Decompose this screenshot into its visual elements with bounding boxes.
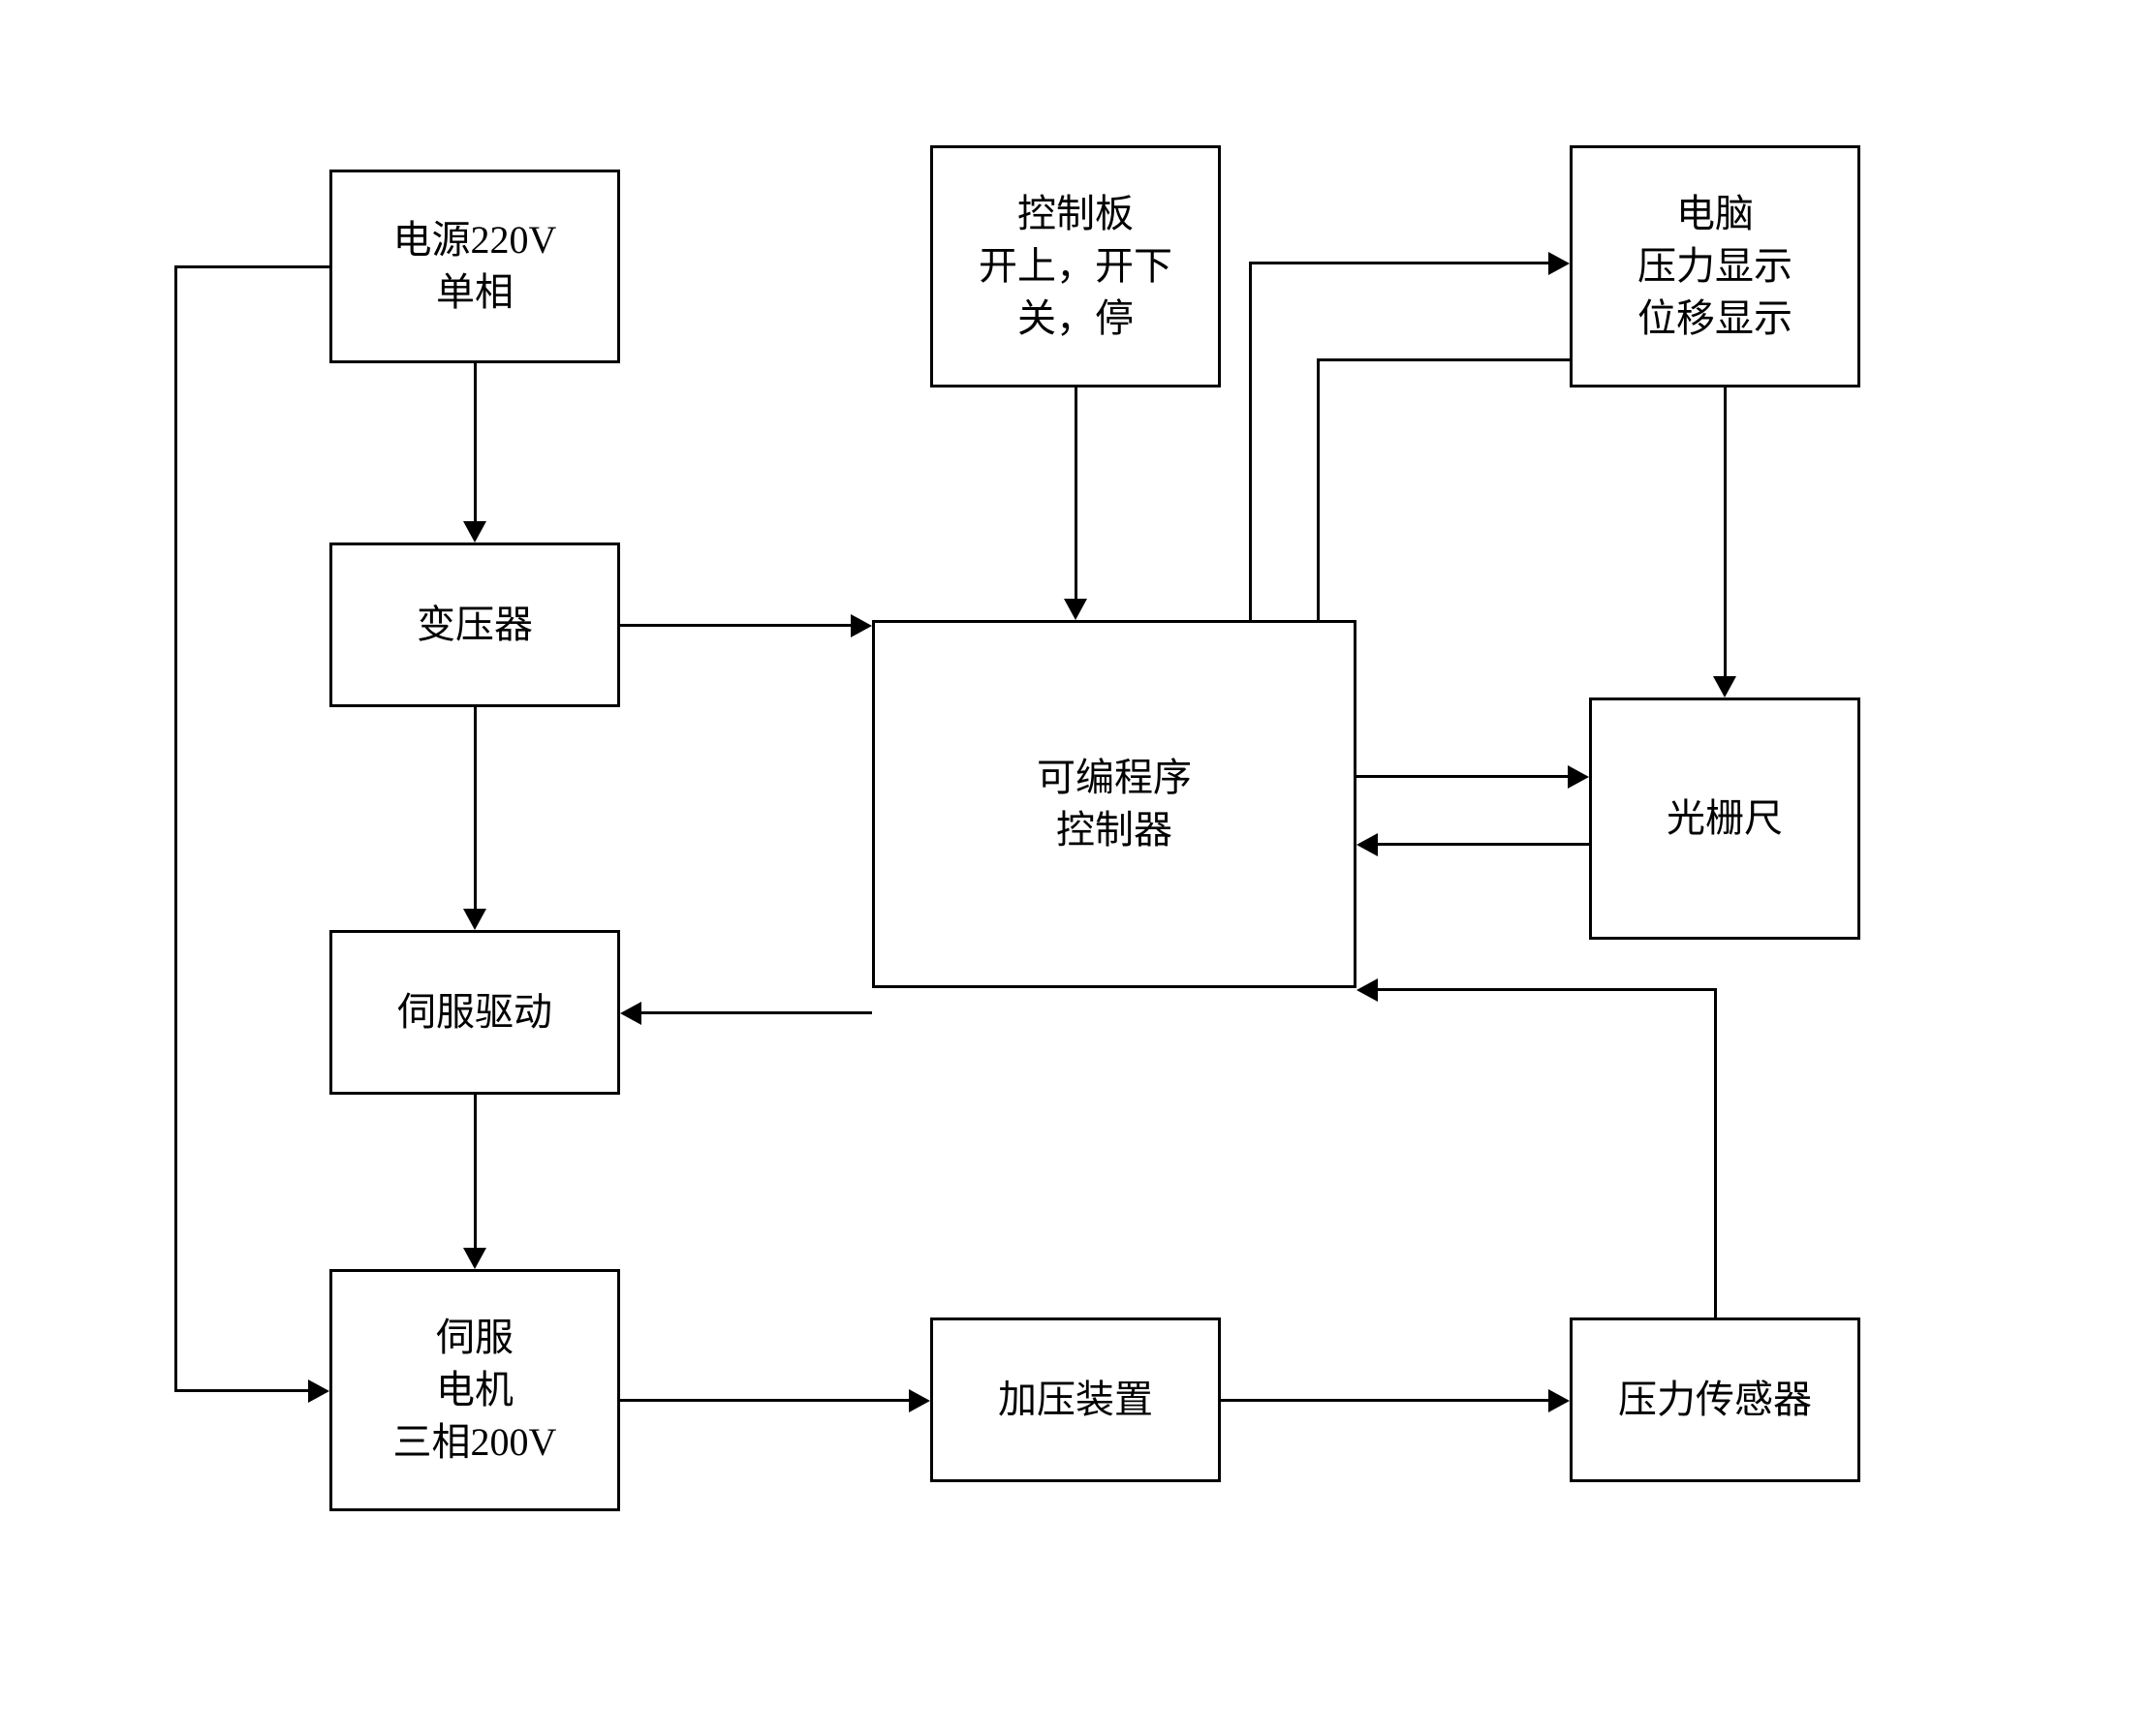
node-sensor-label: 压力传感器 bbox=[1618, 1374, 1812, 1426]
arrowhead-icon bbox=[851, 614, 872, 637]
edge-plc-computer-v bbox=[1249, 262, 1252, 620]
edge-servodrv-servomotor bbox=[474, 1095, 477, 1250]
arrowhead-icon bbox=[909, 1389, 930, 1412]
edge-servomotor-press bbox=[620, 1399, 909, 1402]
node-scale-label: 光栅尺 bbox=[1667, 792, 1783, 845]
arrowhead-icon bbox=[1356, 833, 1378, 856]
edge-scale-plc bbox=[1378, 843, 1589, 846]
edge-power-transformer bbox=[474, 363, 477, 523]
edge-sensor-plc-h bbox=[1378, 988, 1717, 991]
edge-press-sensor bbox=[1221, 1399, 1548, 1402]
edge-panel-plc bbox=[1075, 388, 1077, 601]
arrowhead-icon bbox=[1548, 1389, 1570, 1412]
node-computer: 电脑 压力显示 位移显示 bbox=[1570, 145, 1860, 388]
edge-plc-scale bbox=[1356, 775, 1568, 778]
node-servo-motor-label: 伺服 电机 三相200V bbox=[393, 1312, 557, 1469]
node-press: 加压装置 bbox=[930, 1318, 1221, 1482]
arrowhead-icon bbox=[1568, 765, 1589, 789]
arrowhead-icon bbox=[308, 1380, 329, 1403]
node-panel-label: 控制板 开上，开下 关，停 bbox=[979, 188, 1172, 345]
node-computer-label: 电脑 压力显示 位移显示 bbox=[1637, 188, 1792, 345]
edge-computer-scale bbox=[1724, 388, 1727, 678]
edge-sensor-plc-v bbox=[1714, 988, 1717, 1318]
edge-power-servomotor-h1 bbox=[174, 265, 329, 268]
node-servo-motor: 伺服 电机 三相200V bbox=[329, 1269, 620, 1511]
edge-plc-computer-h bbox=[1249, 262, 1548, 264]
arrowhead-icon bbox=[1356, 978, 1378, 1002]
node-servo-drv: 伺服驱动 bbox=[329, 930, 620, 1095]
arrowhead-icon bbox=[463, 1248, 486, 1269]
node-transformer: 变压器 bbox=[329, 542, 620, 707]
arrowhead-icon bbox=[1064, 599, 1087, 620]
edge-transformer-plc bbox=[620, 624, 853, 627]
arrowhead-icon bbox=[463, 521, 486, 542]
node-plc-label: 可编程序 控制器 bbox=[1037, 752, 1192, 856]
edge-power-servomotor-h2 bbox=[174, 1389, 308, 1392]
node-press-label: 加压装置 bbox=[998, 1374, 1153, 1426]
node-servo-drv-label: 伺服驱动 bbox=[397, 986, 552, 1038]
diagram-canvas: 电源220V 单相 控制板 开上，开下 关，停 电脑 压力显示 位移显示 变压器… bbox=[0, 0, 2151, 1736]
arrowhead-icon bbox=[463, 909, 486, 930]
node-power-label: 电源220V 单相 bbox=[393, 214, 557, 319]
node-panel: 控制板 开上，开下 关，停 bbox=[930, 145, 1221, 388]
node-plc: 可编程序 控制器 bbox=[872, 620, 1356, 988]
node-power: 电源220V 单相 bbox=[329, 170, 620, 363]
node-sensor: 压力传感器 bbox=[1570, 1318, 1860, 1482]
arrowhead-icon bbox=[1713, 676, 1736, 698]
edge-plc-computer2-v bbox=[1317, 358, 1320, 620]
node-transformer-label: 变压器 bbox=[417, 599, 533, 651]
edge-power-servomotor-v bbox=[174, 265, 177, 1389]
arrowhead-icon bbox=[620, 1002, 641, 1025]
edge-plc-servodrv bbox=[641, 1011, 872, 1014]
edge-plc-computer2-h bbox=[1317, 358, 1570, 361]
arrowhead-icon bbox=[1548, 252, 1570, 275]
node-scale: 光栅尺 bbox=[1589, 698, 1860, 940]
edge-transformer-servodrv bbox=[474, 707, 477, 911]
